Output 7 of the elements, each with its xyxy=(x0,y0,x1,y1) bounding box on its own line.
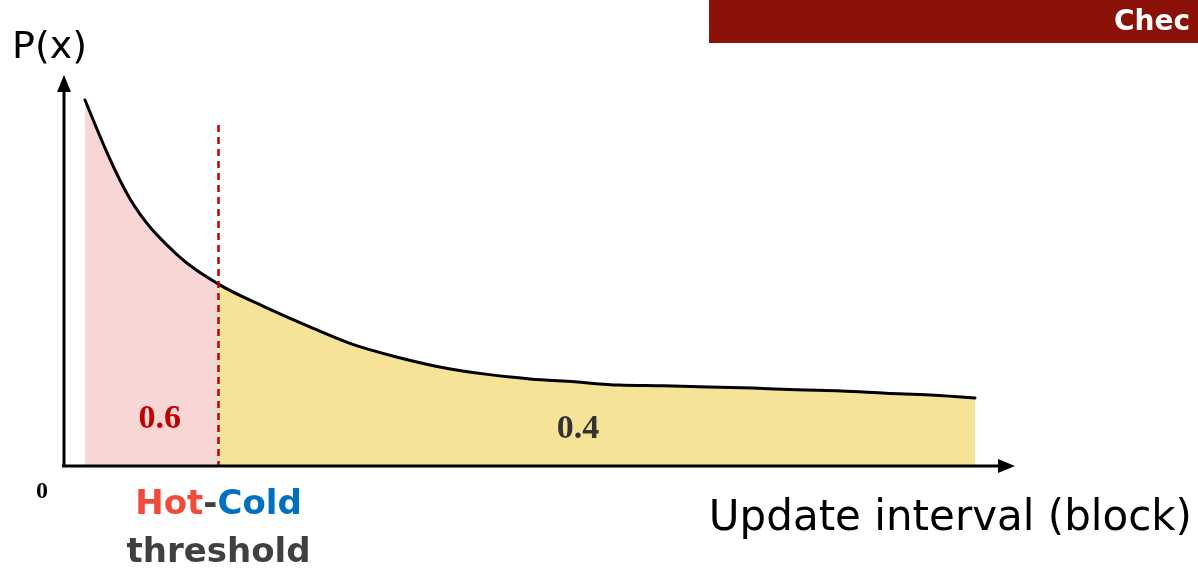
text: 0 xyxy=(36,477,48,503)
y-axis-title: P(x) xyxy=(12,23,88,67)
text: Chec xyxy=(1113,4,1190,37)
annotation: 0.6 xyxy=(138,398,181,435)
x-axis-title: Update interval (block) xyxy=(708,491,1192,540)
text: Hot-Cold threshold xyxy=(126,482,311,570)
annotation: 0.4 xyxy=(556,408,600,445)
